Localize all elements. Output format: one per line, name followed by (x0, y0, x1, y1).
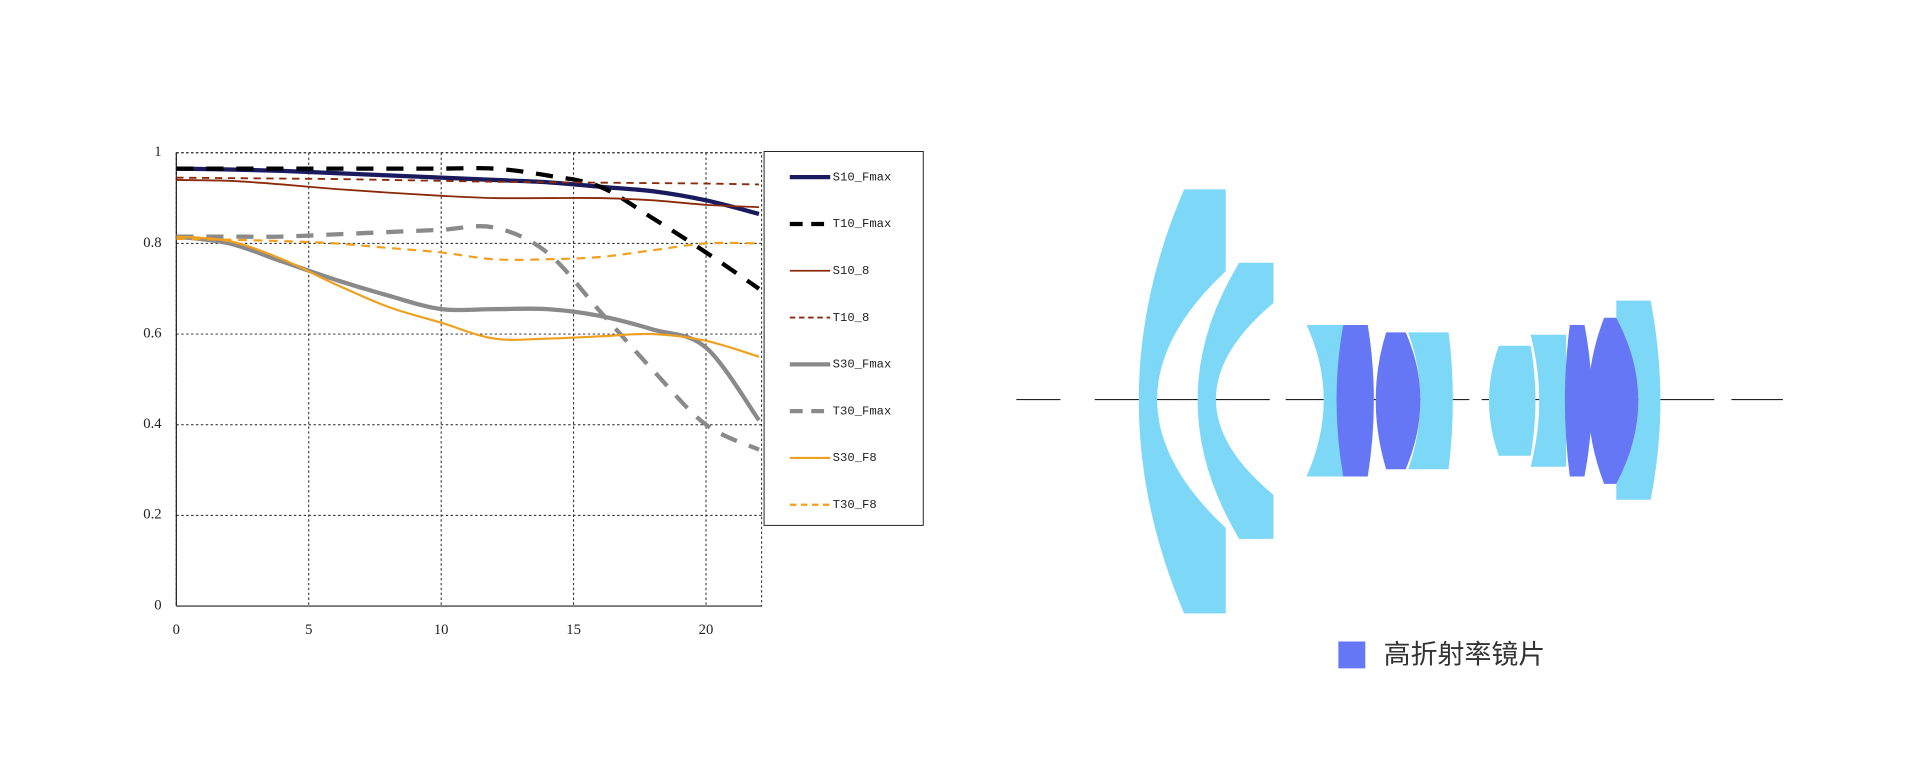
x-tick-label: 0 (173, 622, 180, 638)
legend-label: T10_Fmax (833, 217, 892, 231)
y-tick-label: 0.6 (143, 325, 161, 341)
x-tick-label: 15 (566, 622, 581, 638)
y-tick-label: 0.2 (143, 507, 161, 523)
high-index-lens (1375, 332, 1421, 470)
legend-swatch (1338, 641, 1366, 669)
legend-label: T30_Fmax (833, 404, 892, 418)
legend-label: S30_Fmax (833, 358, 892, 372)
series-line (176, 176, 759, 186)
lens (1408, 332, 1453, 470)
mtf-chart: 00.20.40.60.810 5 10 15 20S10_FmaxT10_FmaxS1… (143, 144, 924, 638)
lens (1488, 345, 1536, 456)
legend-box (763, 151, 924, 526)
high-index-lens (1588, 317, 1639, 484)
legend-label: S10_8 (833, 264, 870, 278)
series-line (176, 235, 760, 358)
y-tick-label: 0.8 (143, 235, 161, 251)
series-line (176, 237, 759, 261)
lens (1138, 189, 1226, 614)
y-tick-label: 1 (154, 144, 161, 160)
y-tick-label: 0.4 (143, 416, 162, 432)
series-line (176, 165, 761, 291)
series-line (176, 179, 760, 209)
legend-label: T30_F8 (833, 498, 877, 512)
high-index-lens (1336, 325, 1374, 477)
high-index-lens (1564, 325, 1592, 477)
series-line (176, 234, 761, 422)
y-tick-label: 0 (154, 597, 161, 613)
lens-diagram: 高折射率镜片 (1016, 189, 1783, 671)
x-tick-label: 20 (699, 622, 714, 638)
lens (1530, 334, 1567, 467)
series-line (176, 224, 760, 452)
legend-label: S30_F8 (833, 451, 877, 465)
series-line (176, 166, 760, 217)
lens (1616, 300, 1661, 500)
legend-label: T10_8 (833, 311, 870, 325)
plot-area (175, 152, 763, 607)
x-tick-label: 5 (305, 622, 312, 638)
x-tick-label: 10 (434, 622, 449, 638)
lens (1197, 262, 1274, 539)
lens-legend-label: 高折射率镜片 (1384, 640, 1546, 671)
lens (1306, 325, 1344, 477)
legend-label: S10_Fmax (833, 170, 892, 184)
